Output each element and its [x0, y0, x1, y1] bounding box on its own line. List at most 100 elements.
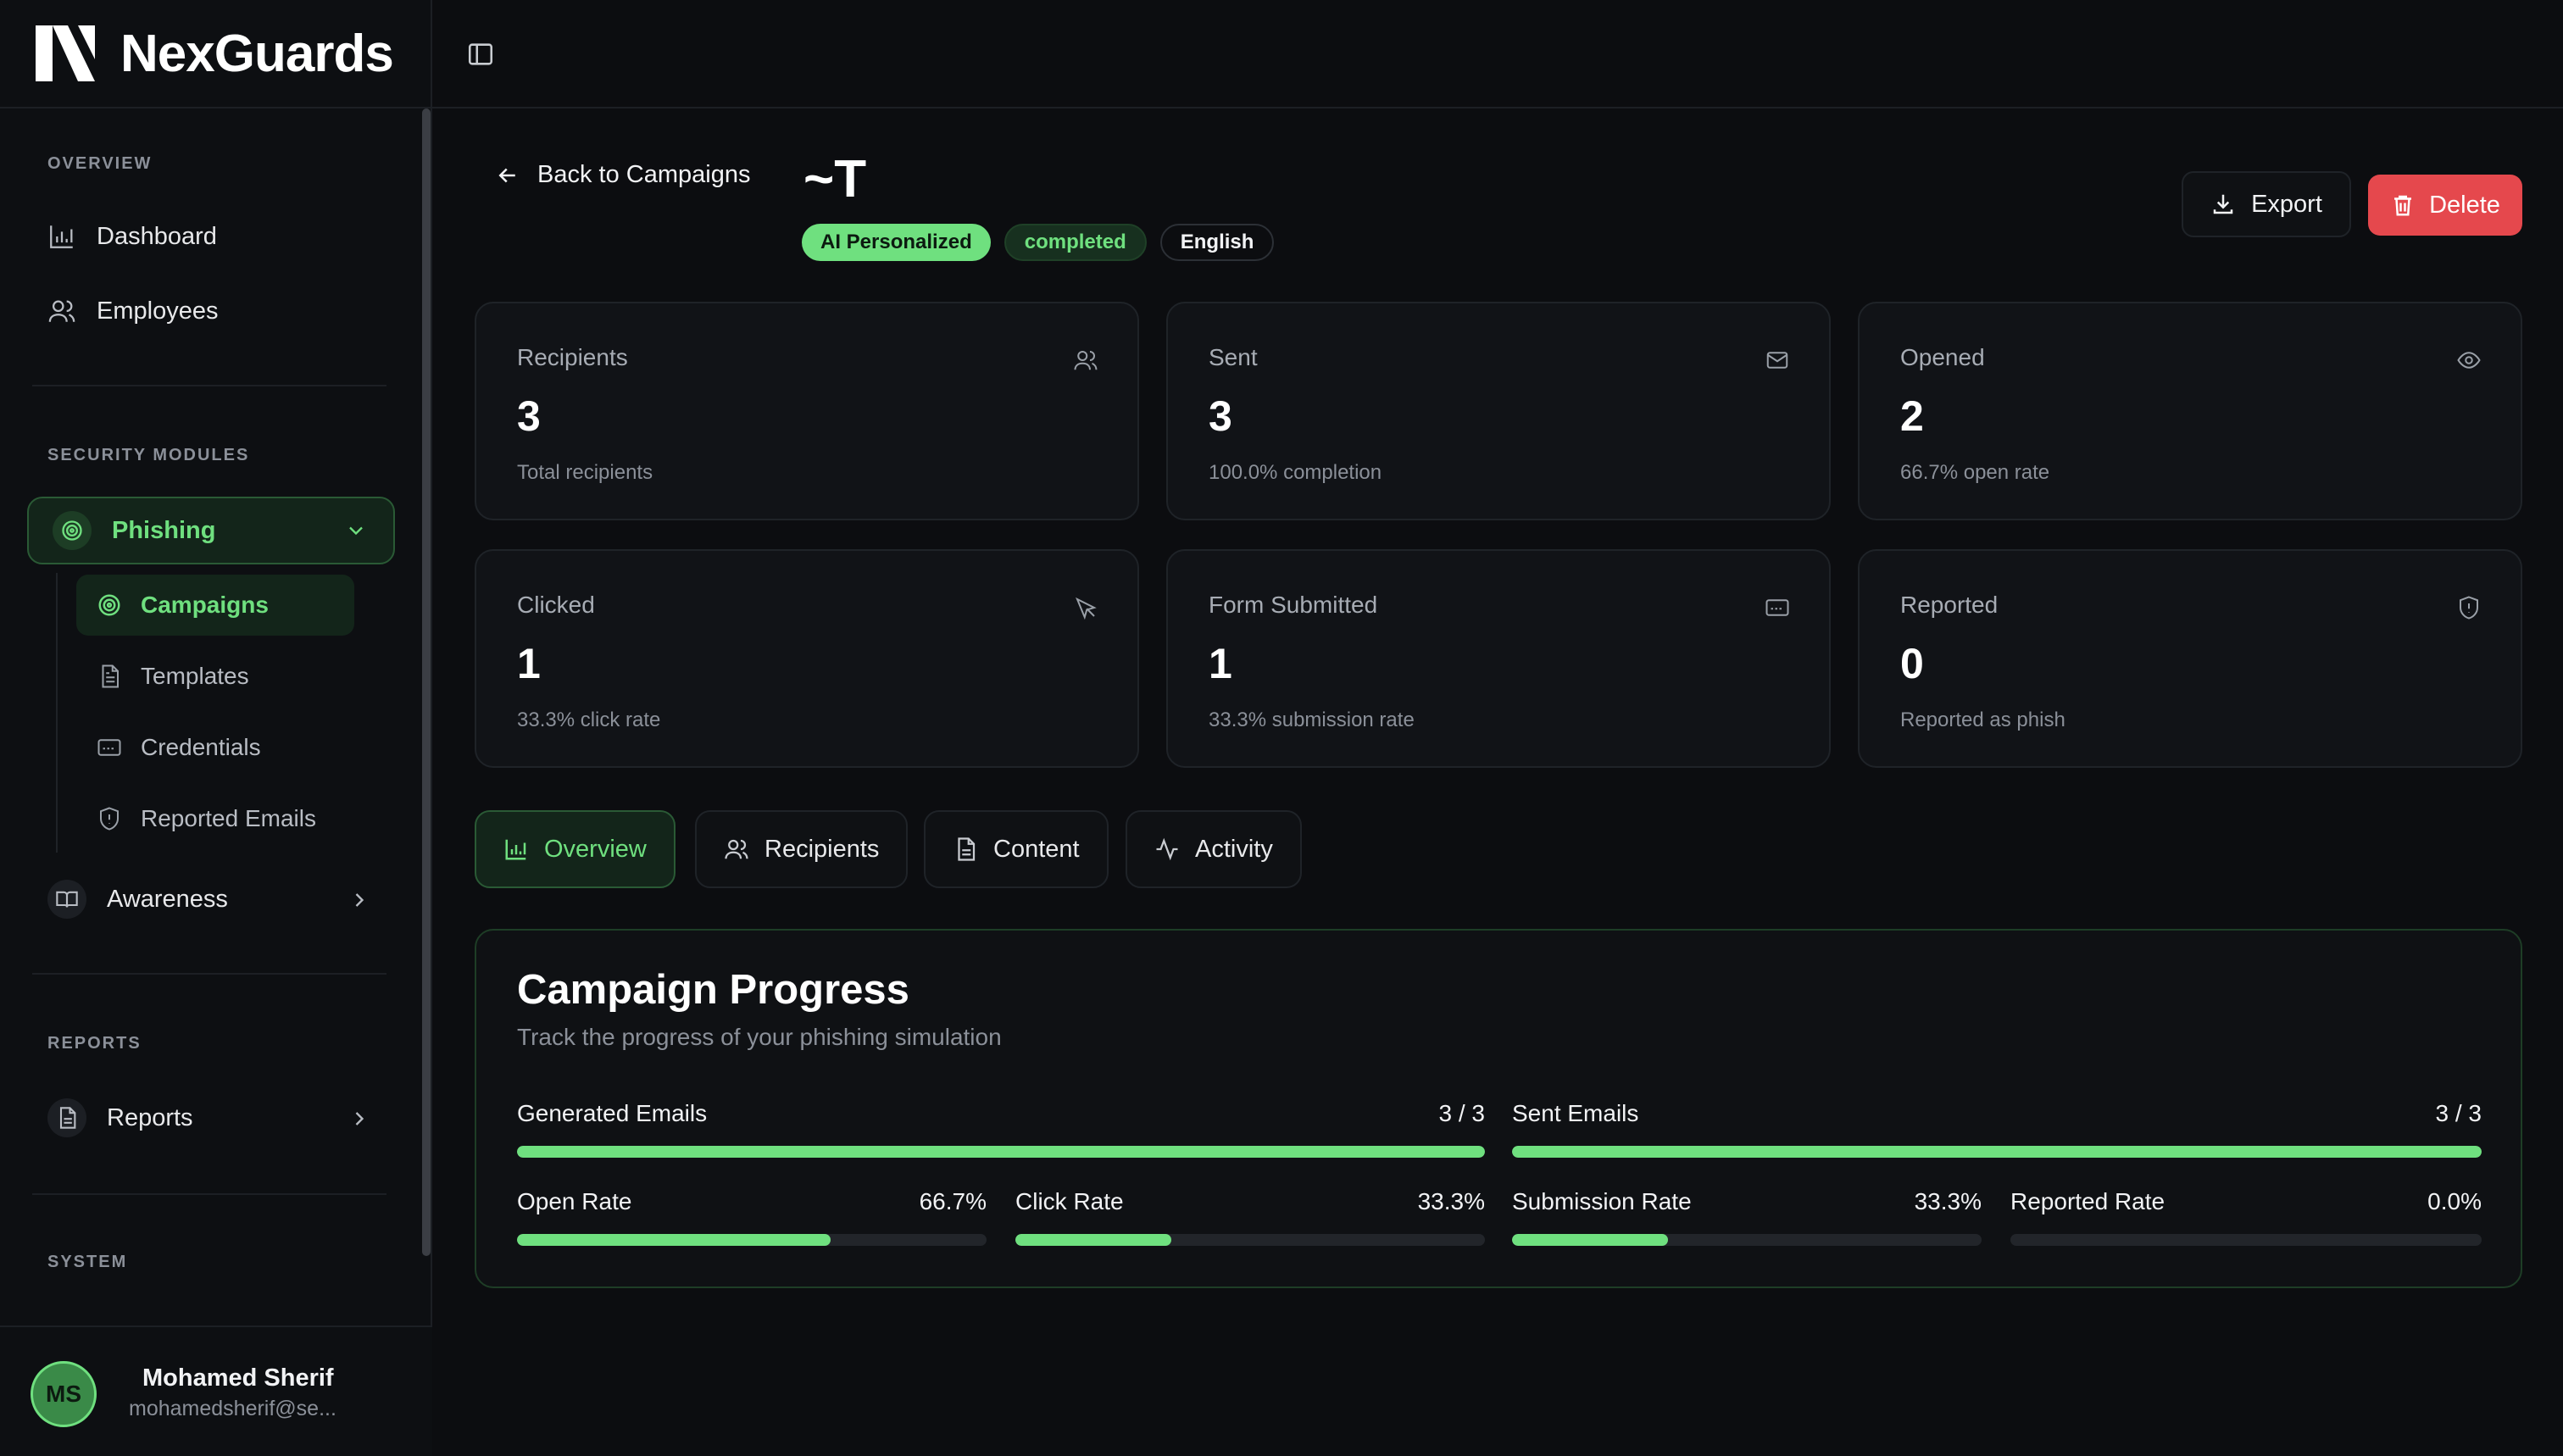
sidebar-item-reported-emails[interactable]: Reported Emails: [76, 788, 354, 849]
user-email: mohamedsherif@se...: [129, 1397, 336, 1420]
tab-label: Activity: [1195, 835, 1273, 863]
progress-track: [1015, 1234, 1485, 1246]
bar-chart-icon: [505, 839, 526, 860]
sidebar-item-reports[interactable]: Reports: [47, 1098, 193, 1137]
section-label-overview: OVERVIEW: [47, 154, 153, 173]
stat-value: 3: [517, 392, 541, 440]
back-label: Back to Campaigns: [537, 161, 751, 188]
metric-value: 33.3%: [1914, 1188, 1982, 1214]
stat-label: Sent: [1209, 344, 1258, 370]
tab-recipients[interactable]: Recipients: [695, 810, 909, 888]
campaign-progress-panel: Campaign Progress Track the progress of …: [475, 929, 2522, 1288]
sidebar-item-dashboard[interactable]: Dashboard: [47, 222, 217, 251]
sidebar-item-awareness[interactable]: Awareness: [47, 880, 228, 919]
progress-track: [517, 1146, 1485, 1158]
stat-card-reported: Reported 0 Reported as phish: [1858, 549, 2522, 768]
sidebar-item-templates[interactable]: Templates: [76, 646, 354, 707]
chevron-right-icon: [355, 893, 364, 907]
progress-track: [1512, 1146, 2482, 1158]
metric-value: 33.3%: [1417, 1188, 1485, 1214]
bar-chart-icon: [50, 225, 73, 248]
tab-label: Recipients: [764, 835, 880, 863]
progress-fill: [1015, 1234, 1172, 1246]
mail-icon: [1766, 352, 1788, 369]
progress-fill: [1512, 1234, 1669, 1246]
eye-icon: [2457, 352, 2481, 369]
target-icon: [53, 511, 92, 550]
delete-button[interactable]: Delete: [2368, 175, 2522, 236]
sidebar-divider: [32, 385, 386, 386]
tab-label: Overview: [544, 835, 647, 863]
panel-subtitle: Track the progress of your phishing simu…: [517, 1024, 1002, 1050]
metric-label: Open Rate: [517, 1188, 632, 1214]
stat-value: 0: [1900, 640, 1924, 687]
credit-card-icon: [97, 739, 121, 756]
sidebar-toggle-icon[interactable]: [466, 40, 495, 69]
sidebar-item-phishing[interactable]: Phishing: [27, 497, 395, 564]
users-icon: [725, 839, 748, 859]
target-icon: [98, 594, 120, 616]
stat-sub: 66.7% open rate: [1900, 461, 2050, 484]
stat-sub: 33.3% click rate: [517, 709, 661, 731]
stat-card-recipients: Recipients 3 Total recipients: [475, 302, 1139, 520]
language-badge: English: [1159, 224, 1275, 261]
download-icon: [2213, 194, 2233, 214]
stat-sub: 33.3% submission rate: [1209, 709, 1415, 731]
stat-card-clicked: Clicked 1 33.3% click rate: [475, 549, 1139, 768]
stat-sub: 100.0% completion: [1209, 461, 1382, 484]
chevron-down-icon: [349, 526, 363, 536]
stat-value: 2: [1900, 392, 1924, 440]
metric-label: Sent Emails: [1512, 1100, 1639, 1126]
export-label: Export: [2251, 190, 2322, 218]
campaign-title: ~T: [803, 150, 867, 208]
metric-value: 3 / 3: [1438, 1100, 1485, 1126]
export-button[interactable]: Export: [2182, 171, 2351, 237]
avatar: MS: [31, 1361, 97, 1427]
back-to-campaigns-link[interactable]: Back to Campaigns: [495, 161, 750, 189]
tab-overview[interactable]: Overview: [475, 810, 675, 888]
metric-value: 66.7%: [919, 1188, 987, 1214]
panel-title: Campaign Progress: [517, 967, 909, 1013]
chevron-right-icon: [355, 1112, 364, 1125]
stat-sub: Total recipients: [517, 461, 653, 484]
form-icon: [1765, 599, 1789, 616]
shield-alert-icon: [2460, 596, 2478, 620]
metric-value: 0.0%: [2427, 1188, 2482, 1214]
trash-icon: [2394, 195, 2412, 216]
sidebar-scrollbar[interactable]: [422, 108, 431, 1256]
metric-value: 3 / 3: [2435, 1100, 2482, 1126]
stat-label: Recipients: [517, 344, 628, 370]
metric-label: Generated Emails: [517, 1100, 708, 1126]
sidebar: NexGuards OVERVIEW Dashboard Employees S…: [0, 0, 432, 1456]
metric-label: Submission Rate: [1512, 1188, 1692, 1214]
section-label-system: SYSTEM: [47, 1253, 128, 1271]
sidebar-item-label: Credentials: [141, 734, 261, 760]
sidebar-item-label: Reports: [107, 1103, 193, 1131]
stat-value: 3: [1209, 392, 1232, 440]
status-badge: completed: [1004, 224, 1147, 261]
activity-icon: [1156, 837, 1178, 861]
users-icon: [1074, 351, 1098, 370]
sidebar-item-label: Awareness: [107, 885, 228, 913]
sidebar-item-credentials[interactable]: Credentials: [76, 717, 354, 778]
progress-fill: [517, 1146, 1485, 1158]
arrow-left-icon: [498, 168, 515, 182]
section-label-security: SECURITY MODULES: [47, 446, 250, 464]
tab-activity[interactable]: Activity: [1126, 810, 1302, 888]
brand[interactable]: NexGuards: [0, 0, 432, 108]
stat-card-form-submitted: Form Submitted 1 33.3% submission rate: [1166, 549, 1831, 768]
sidebar-item-campaigns[interactable]: Campaigns: [76, 575, 354, 636]
progress-track: [2010, 1234, 2482, 1246]
progress-fill: [517, 1234, 831, 1246]
sidebar-item-employees[interactable]: Employees: [47, 297, 218, 325]
file-text-icon: [47, 1098, 86, 1137]
brand-name: NexGuards: [120, 24, 394, 83]
sidebar-item-label: Dashboard: [97, 222, 217, 250]
file-text-icon: [958, 837, 976, 861]
user-profile[interactable]: MS Mohamed Sherif mohamedsherif@se...: [0, 1325, 432, 1456]
tab-content[interactable]: Content: [924, 810, 1109, 888]
ai-personalized-badge: AI Personalized: [802, 224, 991, 261]
stat-label: Opened: [1900, 344, 1985, 370]
stat-card-sent: Sent 3 100.0% completion: [1166, 302, 1831, 520]
progress-track: [517, 1234, 987, 1246]
